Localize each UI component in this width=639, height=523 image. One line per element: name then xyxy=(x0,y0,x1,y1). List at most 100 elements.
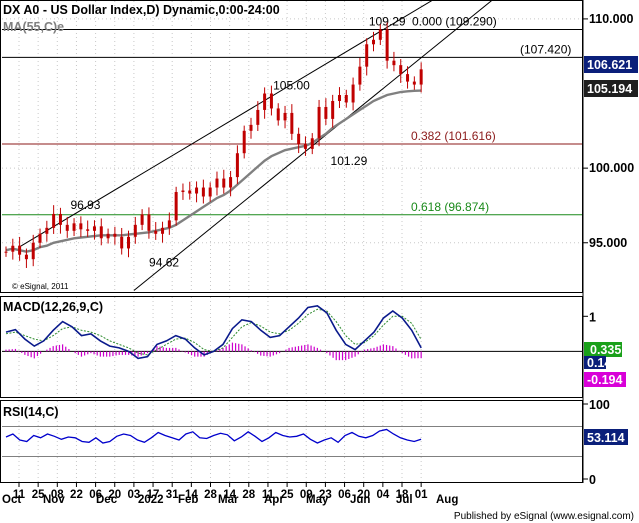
x-tick-label: 20 xyxy=(108,489,121,501)
ma-badge xyxy=(584,80,638,97)
rsi-y-tick-label: 0 xyxy=(589,473,596,487)
rsi-value: 53.114 xyxy=(587,431,625,445)
rsi-y-tick-label: 100 xyxy=(589,398,610,412)
x-tick-label: 20 xyxy=(357,489,370,501)
y-tick-label: 110.000 xyxy=(589,12,634,26)
candle-body xyxy=(120,236,124,249)
candle-body xyxy=(208,187,212,197)
macd-y-tick-label: 1 xyxy=(589,310,596,324)
x-tick-label: 04 xyxy=(376,489,389,501)
candle-body xyxy=(127,236,131,249)
candle-body xyxy=(365,44,369,67)
price-annotation: 94.62 xyxy=(149,255,179,269)
candle-body xyxy=(229,177,233,188)
candle-body xyxy=(201,187,205,197)
x-tick-label: 28 xyxy=(242,489,255,501)
candle-body xyxy=(351,84,355,103)
x-month-label: 2022 xyxy=(138,494,164,506)
candle-body xyxy=(188,190,192,194)
x-month-label: Feb xyxy=(178,494,198,506)
candle-body xyxy=(324,106,328,119)
last-price-badge xyxy=(584,56,638,73)
candle-body xyxy=(86,229,90,231)
x-tick-label: 17 xyxy=(147,489,160,501)
candle-body xyxy=(317,106,321,139)
macd-line xyxy=(5,304,422,360)
macd-signal-line xyxy=(5,308,422,356)
candle-body xyxy=(222,178,226,188)
rsi-panel-frame xyxy=(0,400,583,483)
x-tick-label: 11 xyxy=(13,489,26,501)
candle-body xyxy=(399,65,403,75)
price-panel-frame xyxy=(0,0,583,293)
x-month-label: Jul xyxy=(396,494,413,506)
candle-body xyxy=(406,74,410,82)
hist-value: -0.194 xyxy=(587,373,622,387)
x-tick-label: 14 xyxy=(223,489,236,501)
candle-body xyxy=(58,213,62,225)
x-tick-label: 31 xyxy=(166,489,179,501)
candle-body xyxy=(392,60,396,66)
candle-body xyxy=(256,109,260,125)
x-month-label: May xyxy=(306,494,329,506)
candle-body xyxy=(79,223,83,230)
y-tick-label: 100.000 xyxy=(589,161,634,175)
ma-label: MA(55,C)e xyxy=(3,20,64,34)
candle-body xyxy=(133,224,137,237)
chart-title: DX A0 - US Dollar Index,D) Dynamic,0:00-… xyxy=(3,3,280,17)
channel-line-lower xyxy=(133,0,494,291)
macd-badge xyxy=(584,356,606,369)
candle-body xyxy=(290,112,294,134)
candle-body xyxy=(344,95,348,103)
candle-body xyxy=(167,220,171,228)
x-tick-label: 25 xyxy=(32,489,45,501)
x-month-label: Aug xyxy=(436,494,458,506)
x-month-label: Oct xyxy=(2,494,21,506)
price-annotation: 101.29 xyxy=(331,154,368,168)
price-annotation: 105.00 xyxy=(273,79,310,93)
candle-body xyxy=(38,233,42,243)
ma-line xyxy=(5,89,422,253)
candle-body xyxy=(385,29,389,61)
macd-label: MACD(12,26,9,C) xyxy=(3,300,103,314)
candle-body xyxy=(412,81,416,85)
hist-badge xyxy=(584,372,626,387)
candle-body xyxy=(45,227,49,234)
candle-body xyxy=(174,192,178,221)
candle-body xyxy=(372,39,376,45)
signal-value: 0.335 xyxy=(590,343,621,357)
candle-body xyxy=(331,100,335,119)
candle-body xyxy=(11,245,15,252)
x-tick-label: 08 xyxy=(51,489,64,501)
candle-body xyxy=(99,226,103,239)
candle-body xyxy=(113,233,117,237)
candle-body xyxy=(31,242,35,260)
x-tick-label: 22 xyxy=(70,489,83,501)
x-tick-label: 23 xyxy=(319,489,332,501)
candle-body xyxy=(52,213,56,228)
footer-credit: Published by eSignal (www.esignal.com) xyxy=(454,511,634,522)
x-tick-label: 11 xyxy=(262,489,275,501)
candle-body xyxy=(358,66,362,85)
y-tick-label: 95.000 xyxy=(589,236,627,250)
x-tick-label: 25 xyxy=(281,489,294,501)
rsi-label: RSI(14,C) xyxy=(3,405,59,419)
x-tick-label: 06 xyxy=(89,489,102,501)
candle-body xyxy=(65,224,69,231)
candle-body xyxy=(106,233,110,239)
candle-body xyxy=(249,124,253,131)
macd-value: 0.14 xyxy=(587,356,611,370)
candle-body xyxy=(147,214,151,231)
candle-body xyxy=(215,178,219,188)
x-tick-label: 14 xyxy=(185,489,198,501)
macd-panel-frame xyxy=(0,296,583,398)
candle-body xyxy=(235,153,239,178)
last-price-value: 106.621 xyxy=(587,58,632,72)
x-tick-label: 09 xyxy=(300,489,313,501)
candle-body xyxy=(181,190,185,193)
price-annotation: 109.29 xyxy=(369,15,406,29)
level-label: 0.618 (96.874) xyxy=(411,200,489,214)
level-label: (107.420) xyxy=(520,42,571,56)
